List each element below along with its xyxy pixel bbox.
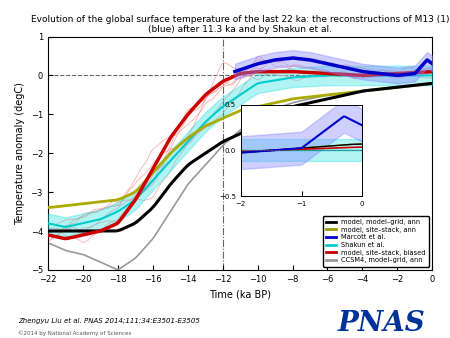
Text: ©2014 by National Academy of Sciences: ©2014 by National Academy of Sciences — [18, 330, 131, 336]
Legend: model, model–grid, ann, model, site–stack, ann, Marcott et al., Shakun et al., m: model, model–grid, ann, model, site–stac… — [323, 216, 429, 267]
Text: Zhengyu Liu et al. PNAS 2014;111:34:E3501-E3505: Zhengyu Liu et al. PNAS 2014;111:34:E350… — [18, 318, 200, 324]
Y-axis label: Temperature anomaly (degC): Temperature anomaly (degC) — [15, 82, 25, 225]
Text: PNAS: PNAS — [338, 310, 425, 337]
Title: Evolution of the global surface temperature of the last 22 ka: the reconstructio: Evolution of the global surface temperat… — [31, 15, 450, 34]
X-axis label: Time (ka BP): Time (ka BP) — [209, 289, 271, 299]
